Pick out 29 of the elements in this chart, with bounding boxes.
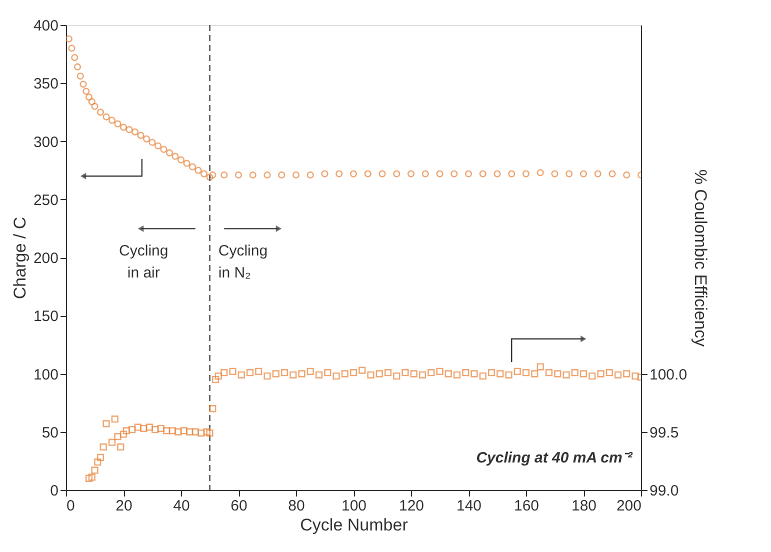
x-tick-label: 80 <box>288 498 305 514</box>
x-tick-label: 40 <box>173 498 190 514</box>
y-tick-label: 0 <box>50 482 58 500</box>
annotation: Cycling at 40 mA cm⁻² <box>476 449 634 466</box>
y-tick-label: 100 <box>33 366 58 384</box>
y-tick-label: 350 <box>33 76 58 93</box>
y2-tick-label: 100.0 <box>650 366 688 384</box>
y-tick-label: 400 <box>33 18 58 34</box>
x-tick-label: 140 <box>456 498 482 514</box>
y2-axis-title: % Coulombic Efficiency <box>691 169 710 348</box>
y-tick-label: 300 <box>33 134 58 151</box>
annotation: Cycling in N₂ <box>218 242 268 282</box>
y2-tick-label: 99.0 <box>650 482 679 500</box>
y-axis-title: Charge / C <box>10 216 30 300</box>
y-tick-label: 200 <box>33 250 58 267</box>
annotation: Cycling in air <box>119 242 168 282</box>
x-tick-label: 20 <box>116 498 132 514</box>
x-tick-label: 160 <box>514 498 540 514</box>
y-tick-label: 250 <box>33 192 58 209</box>
y-tick-label: 50 <box>42 424 58 442</box>
x-tick-label: 180 <box>571 498 597 514</box>
x-tick-label: 100 <box>341 498 367 514</box>
x-tick-label: 0 <box>66 498 75 514</box>
y-tick-label: 150 <box>33 308 58 326</box>
x-tick-label: 120 <box>398 498 424 514</box>
x-axis-title: Cycle Number <box>300 516 408 534</box>
y2-tick-label: 99.5 <box>650 424 679 442</box>
x-tick-label: 200 <box>616 498 642 514</box>
x-tick-label: 60 <box>230 498 248 514</box>
